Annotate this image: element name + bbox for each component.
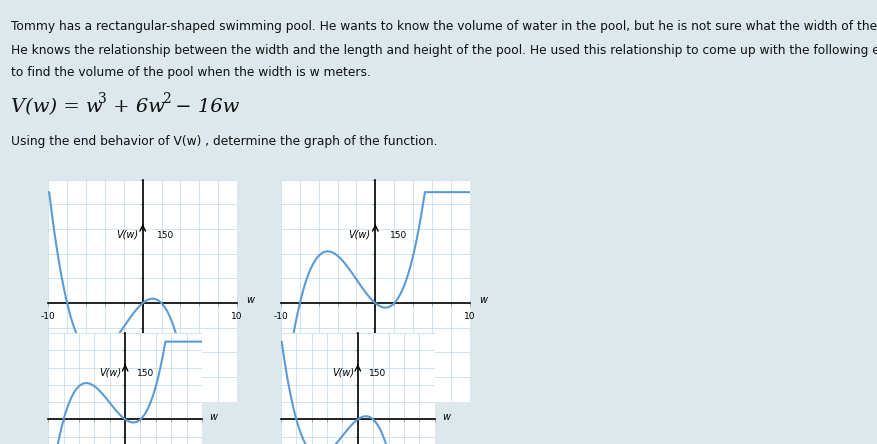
Text: − 16w: − 16w	[169, 98, 239, 116]
Text: Tommy has a rectangular-shaped swimming pool. He wants to know the volume of wat: Tommy has a rectangular-shaped swimming …	[11, 20, 877, 33]
Text: 150: 150	[389, 231, 406, 240]
Text: V(w): V(w)	[99, 368, 121, 377]
Text: + 6w: + 6w	[107, 98, 165, 116]
Text: -10: -10	[274, 312, 288, 321]
Text: V(w): V(w)	[332, 368, 353, 377]
Text: 150: 150	[369, 369, 386, 378]
Text: -10: -10	[41, 312, 55, 321]
Text: 2: 2	[162, 92, 171, 107]
Text: w: w	[479, 295, 487, 305]
Text: w: w	[210, 412, 217, 422]
Text: 150: 150	[157, 231, 174, 240]
Text: 10: 10	[463, 312, 475, 321]
Text: V(w): V(w)	[116, 229, 138, 239]
Text: V(w) = w: V(w) = w	[11, 98, 102, 116]
Text: V(w): V(w)	[348, 229, 370, 239]
Text: 150: 150	[137, 369, 153, 378]
Text: 3: 3	[98, 92, 107, 107]
Text: He knows the relationship between the width and the length and height of the poo: He knows the relationship between the wi…	[11, 44, 877, 57]
Text: 10: 10	[231, 312, 243, 321]
Text: w: w	[442, 412, 450, 422]
Text: Using the end behavior of V(w) , determine the graph of the function.: Using the end behavior of V(w) , determi…	[11, 135, 437, 148]
Text: -150: -150	[157, 366, 177, 375]
Text: -150: -150	[389, 366, 410, 375]
Text: w: w	[246, 295, 254, 305]
Text: to find the volume of the pool when the width is w meters.: to find the volume of the pool when the …	[11, 66, 370, 79]
